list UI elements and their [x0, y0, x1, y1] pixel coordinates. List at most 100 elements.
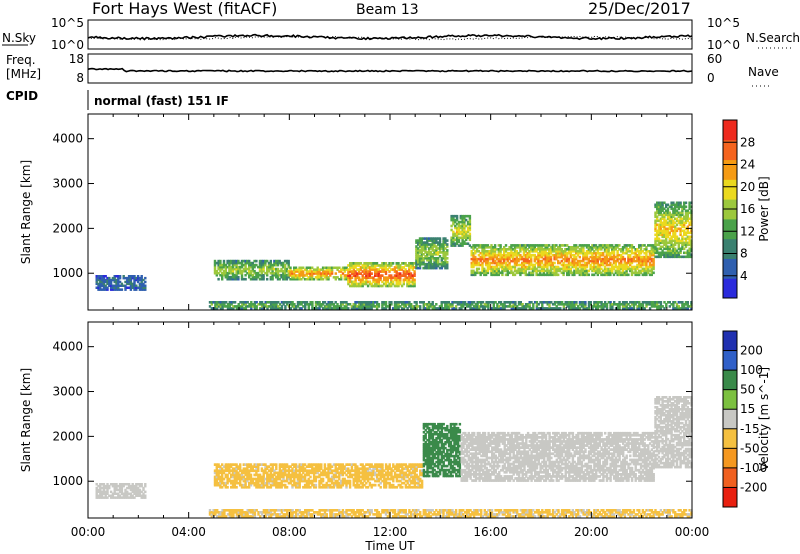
- power-cell: [652, 244, 655, 247]
- power-cell: [531, 269, 535, 273]
- velocity-cell: [100, 490, 104, 494]
- power-cell: [447, 305, 451, 308]
- velocity-cell: [329, 465, 332, 468]
- power-cell: [665, 233, 668, 237]
- power-cell: [515, 244, 518, 247]
- power-cell: [411, 305, 415, 308]
- power-cell: [686, 255, 689, 259]
- power-cell: [481, 251, 484, 255]
- power-cell: [126, 286, 129, 289]
- velocity-cell: [285, 485, 289, 489]
- velocity-cell: [142, 488, 145, 492]
- power-cell: [657, 253, 661, 257]
- power-cell: [609, 307, 612, 310]
- velocity-cell: [374, 479, 377, 483]
- power-cell: [264, 303, 267, 306]
- power-cell: [352, 272, 355, 275]
- velocity-cell: [275, 479, 278, 483]
- power-cell: [427, 247, 431, 250]
- power-cell: [602, 269, 605, 273]
- power-cell: [431, 247, 434, 250]
- velocity-cell: [257, 485, 260, 489]
- power-cell: [399, 278, 402, 282]
- velocity-cell: [284, 483, 287, 487]
- power-cell: [564, 251, 567, 255]
- power-cell: [616, 267, 619, 271]
- power-cell: [241, 303, 244, 306]
- velocity-cell: [356, 471, 359, 475]
- power-cell: [230, 261, 233, 265]
- power-cell: [627, 259, 630, 263]
- velocity-cell: [294, 485, 298, 489]
- power-cell: [513, 269, 517, 273]
- power-cell: [415, 266, 418, 270]
- power-cell: [418, 243, 422, 246]
- power-cell: [630, 248, 634, 251]
- power-cell: [408, 262, 411, 265]
- velocity-cell: [239, 463, 242, 466]
- velocity-cell: [108, 486, 111, 490]
- power-cell: [618, 248, 621, 251]
- power-cell: [221, 263, 224, 267]
- power-cell: [663, 307, 666, 310]
- velocity-cell: [266, 481, 269, 485]
- power-cell: [541, 303, 544, 306]
- power-cell: [607, 269, 610, 273]
- power-cell: [305, 278, 308, 281]
- velocity-cell: [368, 483, 372, 487]
- velocity-cell: [131, 490, 134, 494]
- power-cell: [347, 278, 350, 282]
- power-cell: [573, 255, 576, 259]
- power-cell: [566, 271, 569, 275]
- power-cell: [571, 257, 574, 261]
- power-cell: [231, 261, 235, 265]
- power-cell: [388, 274, 391, 277]
- velocity-cell: [321, 477, 325, 481]
- power-cell: [435, 307, 438, 310]
- velocity-cell: [343, 481, 346, 485]
- velocity-cell: [321, 471, 325, 475]
- power-cell: [260, 301, 264, 304]
- power-cell: [368, 270, 372, 273]
- power-cell: [620, 253, 623, 257]
- power-cell: [435, 253, 438, 256]
- power-cell: [124, 288, 127, 291]
- velocity-cell: [244, 477, 247, 481]
- power-cell: [510, 307, 513, 310]
- power-cell: [647, 255, 650, 259]
- power-cell: [497, 269, 500, 273]
- power-cell: [674, 247, 677, 251]
- power-cell: [677, 219, 680, 223]
- power-cell: [645, 251, 648, 255]
- velocity-cell: [266, 471, 269, 475]
- power-cell: [593, 263, 596, 267]
- power-cell: [468, 218, 472, 222]
- power-cell: [684, 219, 688, 223]
- power-cell: [559, 301, 562, 304]
- power-cell: [294, 268, 298, 271]
- power-cell: [672, 303, 675, 306]
- power-cell: [548, 244, 551, 247]
- velocity-cell: [289, 481, 292, 485]
- power-cell: [381, 264, 384, 267]
- power-cell: [514, 301, 517, 304]
- power-cell: [468, 234, 472, 238]
- power-cell: [593, 265, 596, 269]
- velocity-cell: [115, 488, 118, 492]
- power-cell: [558, 253, 562, 257]
- power-cell: [300, 307, 303, 310]
- velocity-cell: [341, 463, 345, 466]
- power-cell: [286, 301, 289, 304]
- power-cell: [381, 262, 384, 265]
- power-cell: [549, 246, 553, 249]
- velocity-cell: [312, 467, 316, 471]
- power-cell: [524, 255, 527, 259]
- power-cell: [253, 259, 256, 263]
- power-cell: [483, 267, 486, 271]
- power-cell: [659, 219, 662, 223]
- power-cell: [113, 278, 116, 282]
- power-cell: [117, 276, 120, 280]
- power-cell: [600, 244, 603, 247]
- power-cell: [424, 262, 427, 266]
- power-cell: [375, 307, 379, 310]
